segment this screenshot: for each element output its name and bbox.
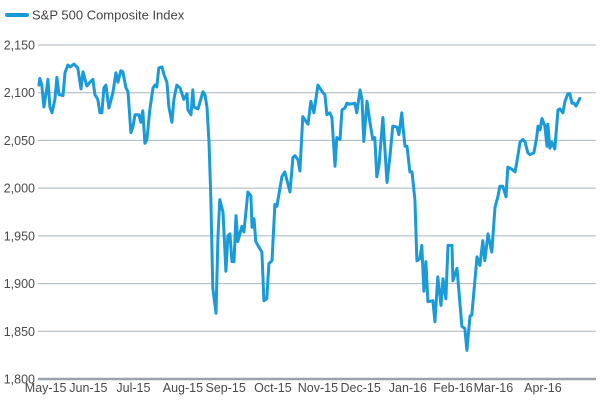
x-tick-label: Aug-15	[163, 381, 203, 395]
y-tick-label: 1,900	[4, 277, 35, 291]
x-tick-label: Jun-15	[69, 381, 107, 395]
series-line-sp500	[39, 64, 580, 350]
x-tick-label: Feb-16	[433, 381, 473, 395]
y-tick-label: 2,100	[4, 86, 35, 100]
x-tick-label: Sep-15	[205, 381, 245, 395]
x-tick-label: Nov-15	[298, 381, 338, 395]
x-tick-label: Mar-16	[474, 381, 514, 395]
y-tick-label: 2,000	[4, 182, 35, 196]
legend-label: S&P 500 Composite Index	[32, 8, 185, 23]
x-tick-label: May-15	[25, 381, 67, 395]
y-tick-label: 1,950	[4, 229, 35, 243]
y-tick-label: 2,050	[4, 134, 35, 148]
y-tick-label: 1,850	[4, 325, 35, 339]
x-tick-label: Apr-16	[524, 381, 562, 395]
x-tick-label: Jul-15	[116, 381, 150, 395]
x-tick-label: Jan-16	[389, 381, 427, 395]
x-tick-label: Dec-15	[341, 381, 381, 395]
x-tick-label: Oct-15	[254, 381, 292, 395]
y-tick-label: 2,150	[4, 39, 35, 53]
legend: S&P 500 Composite Index	[7, 8, 185, 23]
